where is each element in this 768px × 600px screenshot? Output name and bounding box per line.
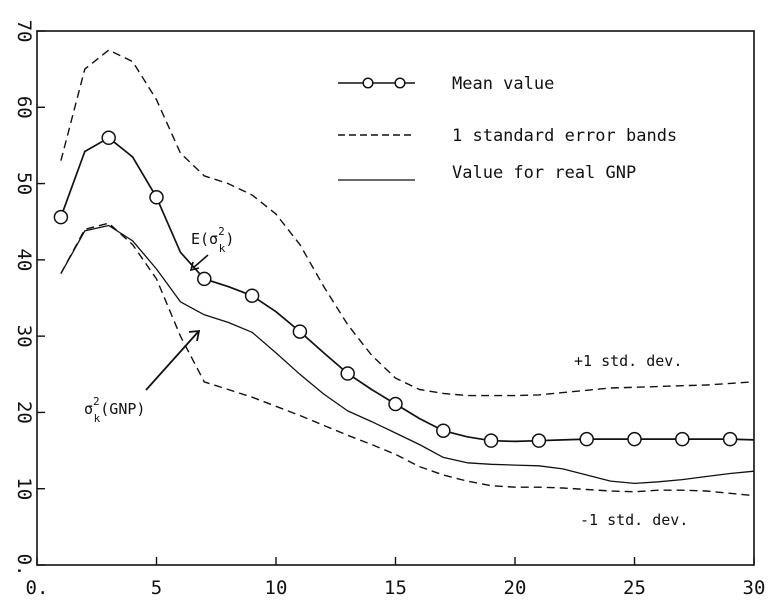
- annotations: +1 std. dev. -1 std. dev. E(σ2 k) σ2 k(GNP…: [84, 225, 688, 529]
- legend-band-label: 1 standard error bands: [452, 126, 677, 146]
- mean-marker: [292, 324, 308, 339]
- y-tick-label: 50: [13, 172, 35, 195]
- x-tick-label: 25: [623, 577, 646, 599]
- series-line-value-for-real-gnp: [60, 224, 755, 485]
- mean-marker: [53, 209, 69, 225]
- mean-marker: [197, 271, 212, 287]
- series-layer: [60, 49, 755, 497]
- mean-label-tail: ): [225, 230, 234, 248]
- mean-label-sup: 2: [218, 225, 225, 238]
- mean-label-arrow: [192, 254, 209, 269]
- gnp-label-tail: (GNP): [100, 400, 145, 418]
- mean-marker: [244, 288, 260, 303]
- legend-gnp-label: Value for real GNP: [452, 163, 636, 183]
- mean-marker: [149, 190, 164, 205]
- x-tick-label: 30: [743, 577, 766, 599]
- y-tick-label: 10: [13, 477, 35, 500]
- mean-marker: [483, 433, 499, 448]
- legend-mean-marker: [394, 77, 406, 89]
- minus-band-label: -1 std. dev.: [580, 511, 688, 529]
- plus-band-label: +1 std. dev.: [574, 352, 682, 370]
- legend-mean-label: Mean value: [452, 74, 554, 94]
- mean-marker: [675, 431, 690, 447]
- plot-frame: [36, 30, 755, 566]
- gnp-label-sup: 2: [93, 395, 100, 408]
- gnp-label-arrow: [145, 331, 199, 391]
- x-tick-label: 10: [265, 577, 288, 599]
- mean-label-base: E(σ: [191, 230, 218, 248]
- x-tick-label: 20: [504, 577, 527, 599]
- legend-mean-marker: [362, 77, 374, 89]
- mean-label-arrowhead: [189, 261, 200, 272]
- gnp-variance-label: σ2 k(GNP): [84, 395, 145, 425]
- x-tick-label: 15: [384, 577, 407, 599]
- mean-marker: [340, 366, 355, 381]
- mean-marker: [722, 431, 738, 447]
- series-line-1-std-dev: [60, 49, 755, 397]
- y-tick-label: 70: [13, 20, 35, 43]
- gnp-label-arrowhead: [188, 329, 201, 342]
- legend: Mean value 1 standard error bands Value …: [338, 74, 677, 183]
- x-tick-label: 0.: [26, 577, 49, 599]
- y-tick-label: 0.: [13, 554, 35, 577]
- mean-marker: [436, 423, 451, 438]
- series-line-1-std-dev: [60, 222, 755, 497]
- x-tick-label: 5: [151, 577, 162, 599]
- mean-marker: [101, 130, 116, 146]
- axes: 0. 5 10 15 20 25 30 0. 10 20 30 40 50 60 70: [13, 20, 765, 599]
- mean-marker: [531, 433, 547, 448]
- series-line-mean-value: [60, 136, 755, 443]
- gnp-label-base: σ: [84, 400, 93, 418]
- y-tick-label: 30: [13, 325, 35, 348]
- mean-marker: [388, 396, 403, 412]
- mean-label-sub: k: [219, 242, 226, 255]
- y-tick-label: 20: [13, 401, 35, 424]
- gnp-label-sub: k: [94, 412, 101, 425]
- mean-marker: [627, 431, 642, 447]
- mean-marker: [579, 431, 594, 447]
- y-tick-label: 40: [13, 248, 35, 271]
- mean-expectation-label: E(σ2 k): [191, 225, 234, 255]
- markers-layer: [53, 130, 738, 448]
- y-tick-label: 60: [13, 96, 35, 119]
